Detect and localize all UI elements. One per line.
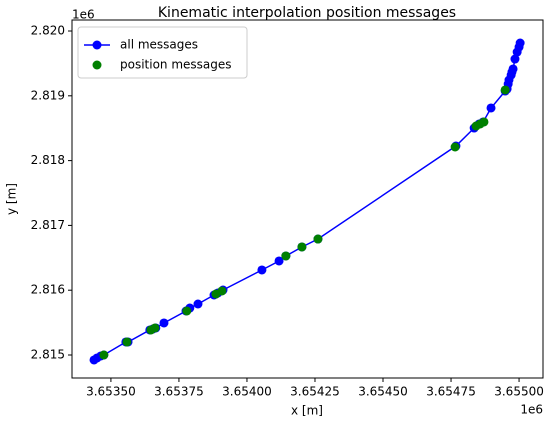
y-tick-label: 2.816 — [31, 283, 65, 297]
y-tick-label: 2.817 — [31, 218, 65, 232]
legend-marker — [92, 40, 102, 50]
point — [217, 286, 227, 296]
x-tick-label: 3.65500 — [494, 385, 544, 399]
point — [510, 54, 520, 64]
plot-frame — [71, 19, 544, 379]
y-tick-label: 2.820 — [31, 24, 65, 38]
point — [450, 142, 460, 152]
x-tick-label: 3.65475 — [426, 385, 476, 399]
legend-marker — [92, 60, 102, 70]
x-offset-label: 1e6 — [520, 403, 543, 417]
legend-label: position messages — [120, 58, 232, 72]
series-line — [93, 42, 521, 361]
legend-label: all messages — [120, 38, 198, 52]
point — [182, 306, 192, 316]
point — [281, 251, 291, 261]
point — [150, 323, 160, 333]
point — [486, 103, 496, 113]
chart-title: Kinematic interpolation position message… — [158, 5, 456, 21]
y-axis-label: y [m] — [5, 183, 19, 215]
x-tick-label: 3.65450 — [358, 385, 408, 399]
point — [508, 64, 518, 74]
y-tick-label: 2.819 — [31, 88, 65, 102]
x-tick-label: 3.65375 — [154, 385, 204, 399]
x-tick-label: 3.65350 — [86, 385, 136, 399]
x-tick-label: 3.65425 — [290, 385, 340, 399]
point — [257, 265, 267, 275]
point — [159, 318, 169, 328]
y-tick-label: 2.815 — [31, 347, 65, 361]
point — [500, 85, 510, 95]
point — [515, 38, 525, 48]
point — [274, 256, 284, 266]
point — [479, 117, 489, 127]
x-axis-label: x [m] — [291, 404, 323, 418]
point — [193, 299, 203, 309]
x-tick-label: 3.65400 — [222, 385, 272, 399]
point — [313, 234, 323, 244]
legend-box — [77, 26, 248, 79]
y-offset-label: 1e6 — [72, 8, 95, 22]
y-tick-label: 2.818 — [31, 153, 65, 167]
point — [99, 350, 109, 360]
point — [297, 242, 307, 252]
point — [122, 337, 132, 347]
